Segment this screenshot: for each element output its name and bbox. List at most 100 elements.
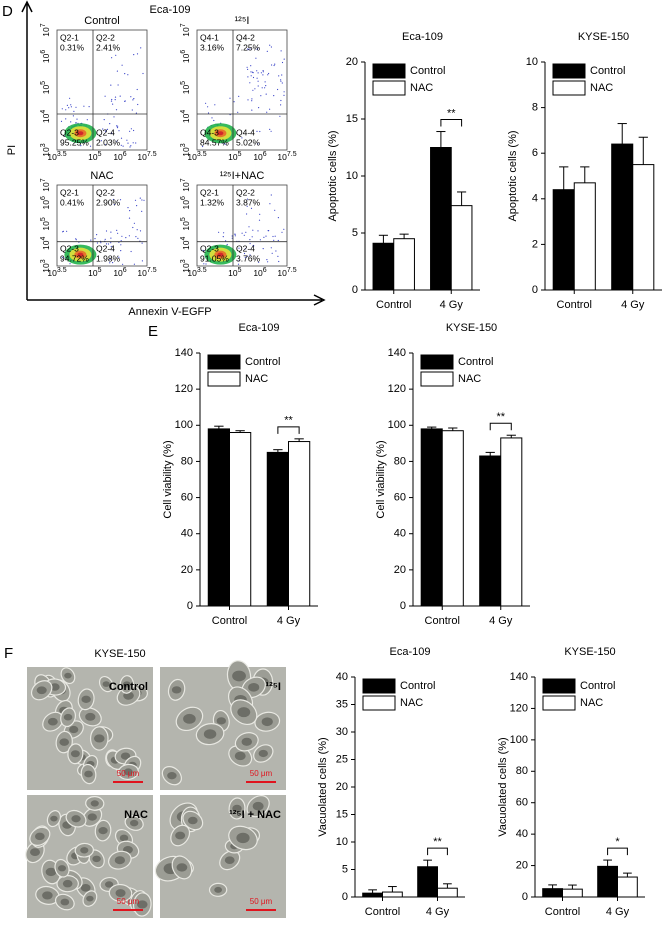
y-tick-label: 0 (187, 600, 193, 612)
event-dot (249, 242, 251, 245)
event-dot (280, 104, 282, 106)
event-dot (257, 47, 259, 49)
event-dot (241, 232, 243, 234)
event-dot (281, 82, 283, 84)
nucleus (70, 750, 80, 758)
event-dot (265, 235, 267, 237)
event-dot (255, 57, 257, 59)
nucleus (176, 863, 188, 872)
event-dot (280, 99, 282, 102)
tick-base: 10 (41, 85, 51, 95)
event-dot (137, 237, 139, 239)
event-dot (142, 72, 144, 75)
event-dot (249, 82, 251, 84)
event-dot (131, 109, 133, 111)
tick-base: 10 (187, 152, 197, 162)
event-dot (259, 239, 261, 241)
event-dot (104, 238, 106, 240)
event-dot (110, 245, 112, 248)
event-dot (116, 127, 119, 129)
event-dot (65, 109, 67, 111)
y-tick-label: 140 (175, 347, 193, 359)
event-dot (110, 84, 112, 86)
tick-exponent: 5 (40, 217, 47, 221)
tick-base: 10 (41, 53, 51, 63)
event-dot (133, 54, 135, 56)
tick-base: 10 (181, 263, 191, 273)
bar (229, 432, 252, 607)
event-dot (249, 239, 251, 241)
bar (437, 887, 458, 898)
x-tick-label: 103.5 (187, 267, 206, 278)
nucleus (98, 827, 108, 835)
x-tick-label: 107.5 (137, 151, 156, 162)
event-dot (229, 97, 231, 99)
quadrant-name: Q4-4 (236, 127, 255, 137)
event-dot (238, 247, 240, 249)
y-tick-label: 103 (40, 259, 51, 272)
event-dot (270, 46, 272, 48)
y-tick-label: 140 (388, 347, 406, 359)
event-dot (136, 53, 139, 55)
event-dot (127, 74, 129, 76)
y-tick-label: 60 (516, 797, 528, 809)
event-dot (120, 244, 122, 246)
x-tick-label: Control (212, 615, 247, 627)
event-dot (120, 137, 123, 139)
nucleus (261, 717, 273, 727)
event-dot (139, 230, 142, 232)
event-dot (211, 117, 213, 119)
event-dot (143, 199, 145, 201)
y-tick-label: 8 (532, 102, 538, 114)
event-dot (132, 99, 134, 101)
nucleus (120, 752, 131, 760)
event-dot (121, 64, 123, 66)
micrograph-label: Control (109, 681, 148, 693)
event-dot (118, 256, 120, 258)
event-dot (283, 58, 285, 60)
y-tick-label: 20 (516, 859, 528, 871)
y-tick-label: 107 (180, 178, 191, 191)
event-dot (119, 95, 121, 97)
event-dot (266, 111, 268, 113)
tick-exponent: 7.5 (147, 151, 157, 158)
tick-base: 10 (41, 240, 51, 250)
significance-label: ** (447, 107, 456, 119)
event-dot (256, 70, 258, 72)
x-tick-label: 4 Gy (440, 299, 464, 311)
tick-base: 10 (181, 113, 191, 123)
tick-exponent: 4 (180, 237, 187, 241)
event-dot (233, 101, 235, 103)
event-dot (264, 81, 266, 83)
legend-swatch (362, 695, 396, 711)
event-dot (273, 95, 275, 97)
y-tick-label: 106 (40, 196, 51, 209)
y-tick-label: 100 (388, 419, 406, 431)
tick-exponent: 3.5 (197, 267, 207, 274)
event-dot (114, 96, 117, 98)
tick-exponent: 7.5 (147, 267, 157, 274)
event-dot (214, 104, 216, 106)
event-dot (252, 89, 254, 91)
event-dot (66, 230, 68, 232)
tick-base: 10 (47, 268, 57, 278)
legend-label: Control (590, 65, 625, 77)
event-dot (96, 242, 98, 244)
tick-base: 10 (41, 113, 51, 123)
nucleus (122, 681, 131, 688)
nucleus (214, 886, 223, 893)
legend-swatch (207, 371, 241, 387)
event-dot (90, 239, 92, 241)
y-tick-label: 0 (400, 600, 406, 612)
event-dot (113, 116, 115, 118)
event-dot (259, 213, 261, 215)
event-dot (203, 263, 205, 265)
event-dot (115, 109, 118, 111)
event-dot (252, 229, 254, 231)
event-dot (120, 250, 122, 252)
event-dot (263, 236, 265, 238)
significance-label: ** (496, 411, 505, 423)
nucleus (236, 832, 250, 844)
significance-bracket (440, 119, 463, 127)
tick-exponent: 4 (40, 110, 47, 114)
